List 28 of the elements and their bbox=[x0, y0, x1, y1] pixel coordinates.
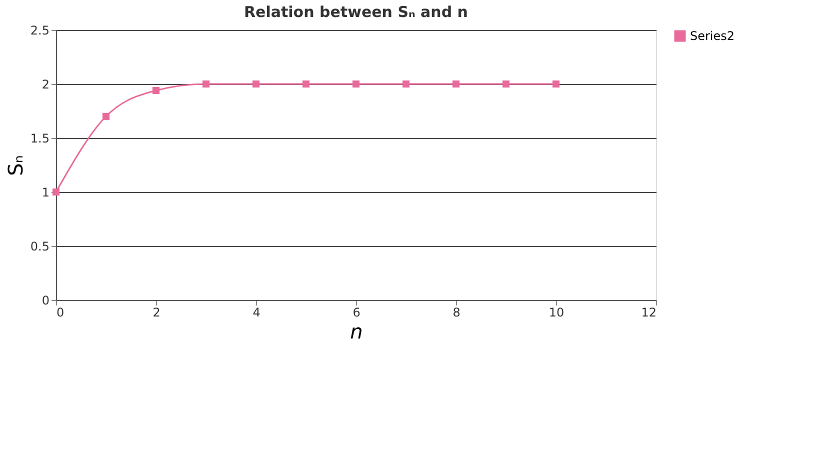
legend-label: Series2 bbox=[690, 29, 735, 43]
point bbox=[502, 80, 510, 88]
point bbox=[452, 80, 460, 88]
point bbox=[152, 86, 160, 94]
point bbox=[402, 80, 410, 88]
x-tick-label: 0 bbox=[56, 306, 64, 320]
point bbox=[52, 188, 60, 196]
point bbox=[252, 80, 260, 88]
y-tick-label: 1.5 bbox=[30, 132, 50, 146]
x-tick-label: 12 bbox=[641, 306, 656, 320]
x-tick-label: 2 bbox=[152, 306, 160, 320]
y-tick-label: 1 bbox=[42, 186, 50, 200]
y-tick-label: 0.5 bbox=[30, 240, 50, 254]
y-tick-label: 2.5 bbox=[30, 24, 50, 38]
point bbox=[302, 80, 310, 88]
x-tick-label: 4 bbox=[252, 306, 260, 320]
chart-title: Relation between Sₙ and n bbox=[244, 3, 468, 21]
point bbox=[552, 80, 560, 88]
y-axis-title: Sₙ bbox=[3, 155, 28, 176]
y-tick-label: 0 bbox=[42, 294, 50, 308]
x-tick-label: 8 bbox=[452, 306, 460, 320]
y-tick-label: 2 bbox=[42, 78, 50, 92]
x-tick-label: 10 bbox=[548, 306, 564, 320]
point bbox=[202, 80, 210, 88]
point bbox=[352, 80, 360, 88]
point bbox=[102, 112, 110, 120]
x-axis-title: n bbox=[350, 320, 363, 344]
x-tick-label: 6 bbox=[352, 306, 360, 320]
